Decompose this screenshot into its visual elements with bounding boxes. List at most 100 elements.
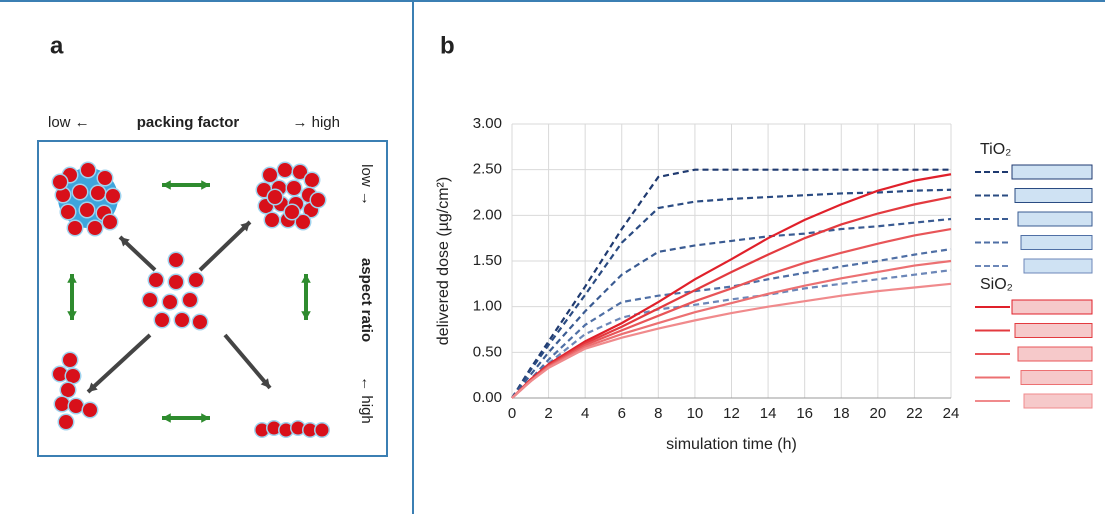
particle: [255, 423, 269, 437]
legend-icon: [1020, 235, 1093, 250]
particle: [169, 275, 183, 289]
particle: [293, 165, 307, 179]
arrow-head: [201, 180, 210, 190]
axis-hint: → high: [292, 114, 340, 131]
legend-icon: [1011, 299, 1093, 315]
particle: [189, 273, 203, 287]
arrow-head: [162, 180, 171, 190]
series-line: [511, 217, 952, 399]
series-line: [511, 269, 952, 399]
arrow-head: [162, 413, 171, 423]
arrow-head: [301, 311, 311, 320]
particle: [163, 295, 177, 309]
particle: [287, 181, 301, 195]
particle: [103, 215, 117, 229]
panel-label: b: [440, 32, 455, 59]
particle: [278, 163, 292, 177]
x-tick-label: 20: [869, 405, 886, 422]
series-line: [511, 282, 952, 399]
x-axis-title: simulation time (h): [666, 436, 797, 453]
particle: [263, 168, 277, 182]
particle: [53, 367, 67, 381]
particle: [61, 383, 75, 397]
particle: [83, 403, 97, 417]
legend-icon: [1014, 188, 1093, 203]
legend-group: TiO₂: [980, 141, 1011, 158]
diagram-box: [37, 140, 388, 457]
particle: [80, 203, 94, 217]
y-tick-label: 3.00: [473, 115, 502, 132]
particle: [66, 369, 80, 383]
particle: [56, 188, 70, 202]
axis-hint: ← high: [358, 376, 375, 424]
x-tick-label: 16: [796, 405, 813, 422]
particle: [193, 315, 207, 329]
particle: [175, 313, 189, 327]
particle: [315, 423, 329, 437]
particle: [81, 163, 95, 177]
particle: [91, 186, 105, 200]
particle: [55, 397, 69, 411]
particle: [53, 175, 67, 189]
particle: [143, 293, 157, 307]
particle: [69, 399, 83, 413]
axis-hint: packing factor: [137, 114, 240, 131]
diagram: [51, 161, 330, 438]
x-tick-label: 24: [943, 405, 960, 422]
legend-icon: [1020, 370, 1093, 385]
y-tick-label: 1.50: [473, 252, 502, 269]
particle: [279, 423, 293, 437]
particle: [63, 353, 77, 367]
legend-group: SiO₂: [980, 276, 1013, 293]
y-tick-label: 2.50: [473, 161, 502, 178]
y-tick-label: 0.50: [473, 343, 502, 360]
particle: [68, 221, 82, 235]
particle: [296, 215, 310, 229]
particle: [169, 253, 183, 267]
x-tick-label: 4: [581, 405, 589, 422]
arrow-head: [240, 222, 250, 232]
x-tick-label: 12: [723, 405, 740, 422]
arrow: [223, 333, 272, 390]
arrow-head: [67, 274, 77, 283]
particle: [267, 421, 281, 435]
arrow-head: [88, 382, 98, 392]
particle: [106, 189, 120, 203]
particle: [303, 423, 317, 437]
x-tick-label: 10: [687, 405, 704, 422]
legend-icon: [1023, 258, 1093, 274]
x-tick-label: 2: [544, 405, 552, 422]
particle: [59, 415, 73, 429]
legend-icon: [1014, 323, 1093, 338]
particle: [291, 421, 305, 435]
panel-label: a: [50, 32, 64, 59]
particle: [311, 193, 325, 207]
axis-hint: low →: [358, 164, 375, 206]
axis-hint: low ←: [48, 114, 90, 131]
arrow-head: [120, 237, 130, 247]
particle: [305, 173, 319, 187]
particle: [149, 273, 163, 287]
particle: [265, 213, 279, 227]
particle: [183, 293, 197, 307]
y-tick-label: 0.00: [473, 389, 502, 406]
chart: 0.000.501.001.502.002.503.000 2 4 6 8 10 12 14 1…: [435, 115, 1093, 453]
particle: [73, 185, 87, 199]
arrow-head: [201, 413, 210, 423]
legend-icon: [1017, 211, 1093, 227]
x-tick-label: 14: [760, 405, 777, 422]
particle: [155, 313, 169, 327]
x-tick-label: 18: [833, 405, 850, 422]
series-line: [511, 168, 951, 399]
particle: [98, 171, 112, 185]
arrow: [198, 220, 252, 272]
particle: [285, 205, 299, 219]
legend-icon: [1023, 393, 1093, 409]
particle: [61, 205, 75, 219]
series-line: [511, 248, 952, 399]
axis-hint: aspect ratio: [358, 258, 375, 342]
x-tick-label: 6: [618, 405, 626, 422]
arrow: [86, 333, 152, 394]
